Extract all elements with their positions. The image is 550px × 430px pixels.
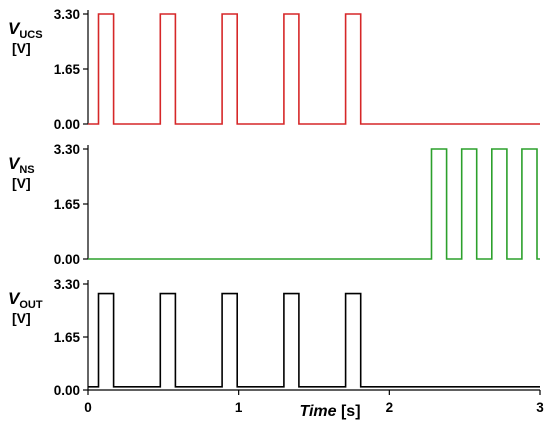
y-axis-label-subscript: UCS [19,29,42,41]
y-axis-label-unit: [V] [12,310,31,326]
chart-panel-2: 0.00 1.65 3.30 VNS[V] [8,142,540,267]
y-tick-label: 1.65 [54,197,81,212]
x-tick-label: 1 [235,400,243,415]
series-line-2 [88,148,540,260]
x-tick-label: 0 [84,400,92,415]
chart-panel-1: 0.00 1.65 3.30 VUCS[V] [8,7,540,132]
y-axis-label-subscript: OUT [19,299,43,311]
y-axis-label-symbol: V [8,289,21,308]
x-tick-label: 3 [536,400,544,415]
y-axis-label-subscript: NS [19,164,34,176]
x-axis-label-unit: [s] [337,403,361,420]
x-axis-label-main: Time [299,403,336,420]
y-tick-label: 3.30 [54,277,80,292]
y-tick-label: 1.65 [54,62,81,77]
y-tick-label: 1.65 [54,330,81,345]
x-axis-label: Time [s] [299,403,360,420]
y-axis-label: VUCS [8,19,43,41]
y-axis-label-symbol: V [8,19,21,38]
x-tick-label: 2 [386,400,394,415]
y-axis-label-unit: [V] [12,40,31,56]
y-axis-label: VOUT [8,289,43,311]
series-line-3 [88,292,540,388]
y-axis-label: VNS [8,154,35,176]
y-tick-label: 3.30 [54,142,80,157]
y-tick-label: 0.00 [54,117,80,132]
series-line-1 [88,13,540,125]
y-tick-label: 3.30 [54,7,80,22]
chart-panel-3: 0.00 1.65 3.30 0 1 2 3 Time [s] VOUT[V] [8,277,544,420]
y-tick-label: 0.00 [54,383,80,398]
y-axis-label-symbol: V [8,154,21,173]
y-axis-label-unit: [V] [12,175,31,191]
y-tick-label: 0.00 [54,252,80,267]
